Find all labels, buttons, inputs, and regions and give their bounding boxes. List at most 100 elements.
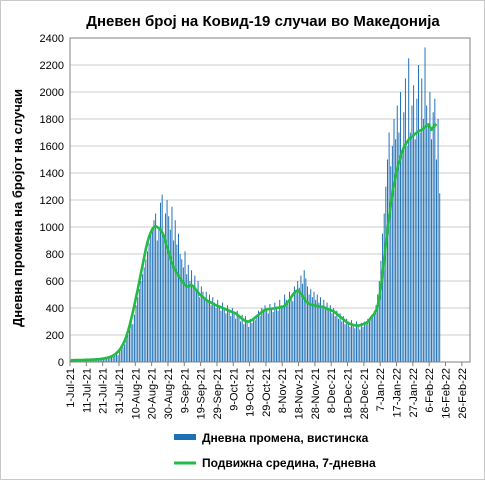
x-tick-label: 26-Feb-22 (457, 368, 469, 419)
y-tick-label: 2400 (40, 33, 64, 45)
bar (342, 316, 344, 362)
bar (346, 318, 348, 362)
bar (413, 85, 415, 362)
bar (135, 305, 137, 362)
x-tick-label: 19-Sep-21 (196, 368, 208, 419)
bar (305, 278, 307, 362)
bar (429, 92, 431, 362)
plot-border (69, 37, 471, 363)
bar (297, 281, 299, 362)
y-tick-labels: 0 200 400 600 800 1000 1200 1400 1600 1800 2000 220… (40, 33, 64, 369)
y-tick-label: 1400 (40, 168, 64, 180)
bar (133, 314, 135, 362)
bar (119, 351, 121, 362)
bar (360, 322, 362, 362)
bar (331, 313, 333, 362)
bar (176, 244, 178, 362)
bar (357, 325, 359, 362)
legend-bar-swatch (174, 434, 196, 440)
bar (178, 233, 179, 362)
bar (249, 318, 251, 362)
bar (382, 233, 384, 362)
bar (96, 359, 98, 362)
bar (243, 324, 245, 362)
bar (184, 251, 186, 362)
bar (230, 316, 232, 362)
bar (400, 92, 402, 362)
bar (370, 316, 372, 362)
bar (364, 321, 366, 362)
legend: Дневна промена, вистинска Подвижна среди… (174, 431, 376, 470)
bar (156, 240, 158, 362)
x-tick-label: 11-Jul-21 (81, 368, 93, 413)
bar (254, 320, 256, 362)
bar (70, 360, 72, 362)
bar (406, 146, 408, 362)
bar (226, 305, 228, 362)
bar (377, 294, 379, 362)
bar (411, 105, 413, 362)
bar (383, 213, 385, 362)
bar (163, 233, 165, 362)
x-tick-labels: 1-Jul-21 11-Jul-21 21-Jul-21 31-Jul-21 10-Au… (65, 368, 469, 419)
bar (258, 310, 259, 362)
y-tick-label: 400 (46, 303, 64, 315)
bar (259, 316, 261, 362)
bar (244, 316, 246, 362)
bar (308, 294, 310, 362)
bar (367, 318, 369, 362)
bar (393, 119, 395, 362)
bar (275, 306, 277, 362)
bar (401, 152, 403, 362)
bar (341, 321, 343, 362)
bar (120, 349, 122, 362)
bar (146, 251, 148, 362)
bar (256, 314, 258, 362)
bar (148, 243, 150, 362)
bar (285, 299, 287, 362)
x-tick-label: 9-Oct-21 (228, 368, 240, 411)
bar (210, 305, 212, 362)
bar (238, 316, 240, 362)
x-tick-label: 29-Sep-21 (212, 368, 224, 419)
bar (125, 339, 127, 362)
bar (334, 316, 336, 362)
y-tick-label: 800 (46, 249, 64, 261)
bar (302, 283, 304, 362)
bar (323, 299, 325, 362)
bar (432, 112, 434, 362)
bar (153, 220, 155, 362)
bar (324, 308, 326, 362)
bar (391, 146, 393, 362)
bar (104, 357, 106, 362)
y-tick-label: 2000 (40, 87, 64, 99)
y-axis-title: Дневна промена на бројот на случаи (10, 89, 25, 327)
bar (315, 299, 317, 362)
bar (130, 321, 132, 362)
bar (395, 139, 397, 362)
bar (373, 310, 375, 362)
axes (69, 37, 471, 366)
y-tick-label: 600 (46, 276, 64, 288)
bar (424, 47, 426, 362)
bar (107, 358, 109, 362)
bar (300, 275, 302, 362)
bar (187, 264, 189, 362)
bar (262, 312, 264, 362)
bar (179, 254, 181, 362)
bar (409, 132, 411, 362)
bar (316, 294, 318, 362)
bar (421, 78, 423, 362)
bar (318, 302, 320, 362)
bar (199, 297, 201, 362)
bar (222, 302, 224, 362)
bar (320, 297, 322, 362)
bar (142, 274, 144, 362)
bar (372, 317, 374, 362)
bar (419, 132, 421, 362)
x-tick-label: 7-Jan-22 (375, 368, 387, 411)
bar (328, 310, 330, 362)
bar (261, 308, 263, 362)
y-tick-label: 1600 (40, 141, 64, 153)
x-tick-label: 6-Feb-22 (424, 368, 436, 413)
